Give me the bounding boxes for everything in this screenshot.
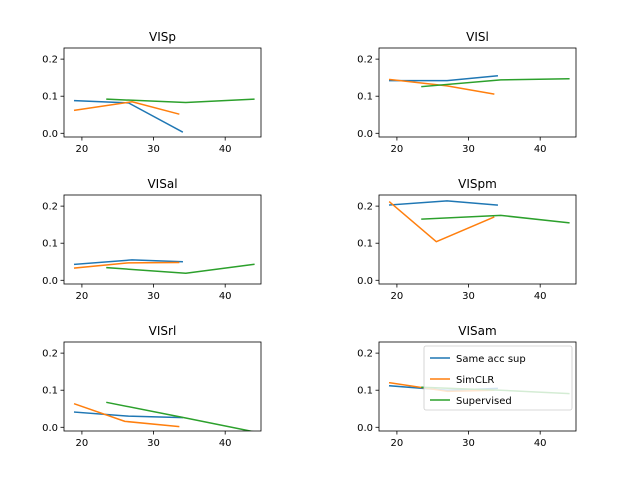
series-line-same-acc-sup — [73, 411, 183, 419]
x-tick-label: 20 — [391, 291, 404, 302]
axes-frame — [63, 194, 262, 285]
x-tick-label: 20 — [391, 144, 404, 155]
y-tick-label: 0.2 — [357, 55, 373, 66]
x-tick-label: 20 — [391, 438, 404, 449]
y-tick-label: 0.1 — [42, 92, 58, 103]
x-tick-label: 30 — [462, 144, 475, 155]
series-line-simclr — [73, 402, 180, 428]
series-line-supervised — [106, 98, 255, 104]
subplot-title: VISal — [147, 177, 177, 191]
series-line-simclr — [388, 200, 495, 243]
legend-label: SimCLR — [456, 375, 494, 386]
y-tick-label: 0.0 — [42, 129, 58, 140]
y-tick-label: 0.2 — [357, 349, 373, 360]
y-tick-label: 0.0 — [42, 276, 58, 287]
y-tick-label: 0.1 — [357, 386, 373, 397]
y-tick-label: 0.2 — [42, 202, 58, 213]
y-tick-label: 0.0 — [42, 423, 58, 434]
series-line-simclr — [73, 261, 180, 269]
series-line-simclr — [73, 101, 180, 115]
series-line-supervised — [106, 263, 255, 274]
legend-label: Supervised — [456, 396, 512, 407]
series-line-supervised — [421, 78, 570, 88]
x-tick-label: 20 — [76, 291, 89, 302]
legend: Same acc sup SimCLR Supervised — [423, 345, 573, 411]
subplot-visrl: VISrl 20 30 40 0.0 0.1 0.2 — [42, 324, 262, 449]
x-tick-label: 40 — [534, 144, 547, 155]
axes-frame — [63, 341, 262, 432]
subplot-visl: VISl 20 30 40 0.0 0.1 0.2 — [357, 30, 577, 155]
subplot-visp: VISp 20 30 40 0.0 0.1 0.2 — [42, 30, 262, 155]
subplot-title: VISam — [458, 324, 496, 338]
y-tick-label: 0.0 — [357, 129, 373, 140]
x-tick-label: 40 — [219, 438, 232, 449]
series-line-supervised — [106, 401, 254, 431]
y-tick-label: 0.2 — [42, 55, 58, 66]
subplot-visal: VISal 20 30 40 0.0 0.1 0.2 — [42, 177, 262, 302]
x-tick-label: 40 — [219, 144, 232, 155]
y-tick-label: 0.1 — [357, 239, 373, 250]
subplot-title: VISl — [466, 30, 489, 44]
axes-frame — [378, 47, 577, 138]
series-line-supervised — [421, 214, 570, 224]
series-line-same-acc-sup — [73, 259, 183, 266]
subplot-visam: VISam 20 30 40 0.0 0.1 0.2 Same acc sup SimCLR Su… — [357, 324, 577, 449]
x-tick-label: 30 — [147, 438, 160, 449]
legend-label: Same acc sup — [456, 354, 526, 365]
y-tick-label: 0.2 — [42, 349, 58, 360]
series-line-simclr — [388, 78, 495, 95]
y-tick-label: 0.1 — [42, 386, 58, 397]
x-tick-label: 20 — [76, 438, 89, 449]
axes-frame — [378, 194, 577, 285]
axes-frame — [378, 341, 577, 432]
x-tick-label: 40 — [534, 438, 547, 449]
y-tick-label: 0.1 — [42, 239, 58, 250]
subplot-vispm: VISpm 20 30 40 0.0 0.1 0.2 — [357, 177, 577, 302]
x-tick-label: 40 — [219, 291, 232, 302]
axes-frame — [63, 47, 262, 138]
y-tick-label: 0.1 — [357, 92, 373, 103]
series-line-same-acc-sup — [388, 200, 499, 206]
subplot-title: VISp — [149, 30, 176, 44]
x-tick-label: 30 — [147, 144, 160, 155]
series-line-same-acc-sup — [389, 74, 499, 82]
x-tick-label: 30 — [147, 291, 160, 302]
subplot-title: VISrl — [149, 324, 177, 338]
subplot-title: VISpm — [458, 177, 497, 191]
y-tick-label: 0.0 — [357, 276, 373, 287]
x-tick-label: 30 — [462, 438, 475, 449]
y-tick-label: 0.0 — [357, 423, 373, 434]
x-tick-label: 20 — [76, 144, 89, 155]
legend-box — [423, 345, 573, 411]
series-line-same-acc-sup — [73, 99, 184, 133]
x-tick-label: 30 — [462, 291, 475, 302]
y-tick-label: 0.2 — [357, 202, 373, 213]
x-tick-label: 40 — [534, 291, 547, 302]
